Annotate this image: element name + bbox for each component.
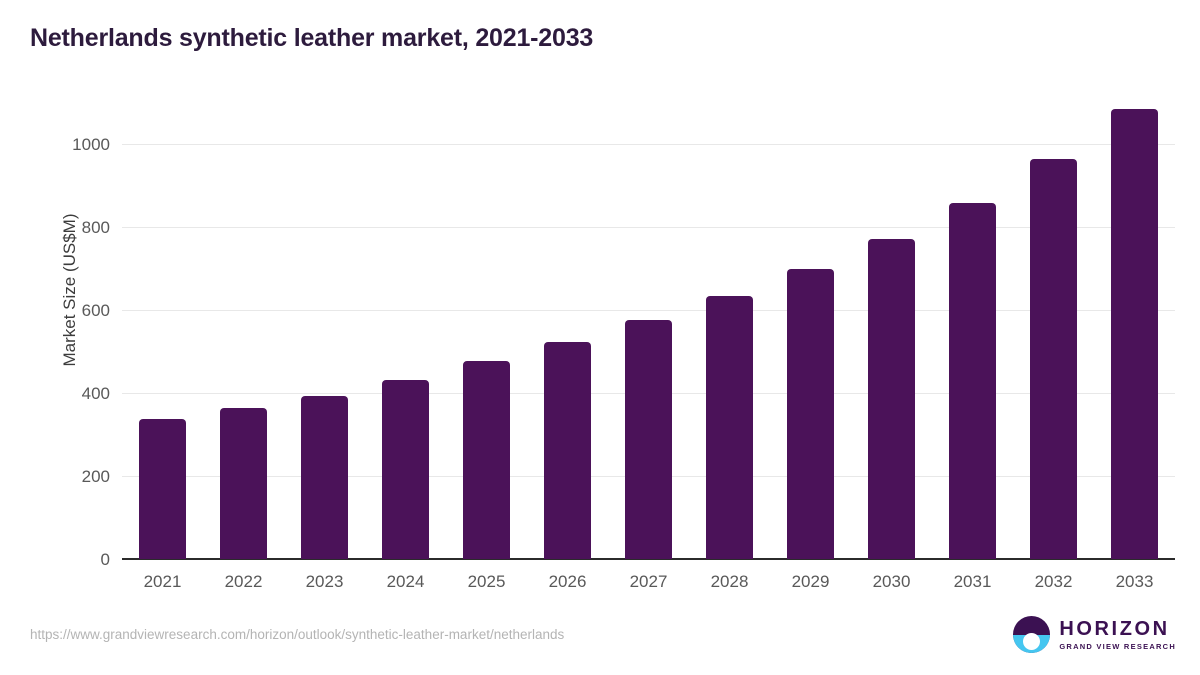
x-tick-label: 2025 bbox=[467, 572, 506, 591]
bar[interactable] bbox=[787, 269, 834, 559]
bar[interactable] bbox=[868, 238, 915, 559]
bar[interactable] bbox=[220, 408, 267, 559]
gridline bbox=[122, 227, 1175, 228]
x-tick-label: 2026 bbox=[548, 572, 587, 591]
logo-ray-icon bbox=[1024, 639, 1039, 641]
x-tick-label: 2032 bbox=[1034, 572, 1073, 591]
x-tick-label: 2027 bbox=[629, 572, 668, 591]
horizon-logo-icon bbox=[1013, 616, 1051, 653]
horizon-logo: HORIZON GRAND VIEW RESEARCH bbox=[1013, 616, 1176, 653]
bar[interactable] bbox=[139, 419, 186, 559]
logo-wordmark: HORIZON GRAND VIEW RESEARCH bbox=[1059, 619, 1176, 651]
x-tick-label: 2031 bbox=[953, 572, 992, 591]
bar[interactable] bbox=[1111, 108, 1158, 559]
logo-ray-icon bbox=[1027, 644, 1037, 646]
bar[interactable] bbox=[463, 361, 510, 559]
logo-primary-text: HORIZON bbox=[1059, 617, 1170, 640]
source-url[interactable]: https://www.grandviewresearch.com/horizo… bbox=[30, 627, 565, 642]
y-tick-label: 0 bbox=[100, 550, 110, 569]
x-tick-label: 2024 bbox=[386, 572, 425, 591]
bar-series bbox=[122, 108, 1175, 559]
bar[interactable] bbox=[706, 295, 753, 559]
chart-title: Netherlands synthetic leather market, 20… bbox=[30, 24, 594, 52]
y-tick-label: 600 bbox=[81, 301, 110, 320]
bar[interactable] bbox=[949, 202, 996, 559]
y-axis-title: Market Size (US$M) bbox=[60, 213, 79, 367]
x-tick-label: 2023 bbox=[305, 572, 344, 591]
bar[interactable] bbox=[544, 341, 591, 559]
x-tick-label: 2021 bbox=[143, 572, 182, 591]
bar[interactable] bbox=[382, 379, 429, 559]
x-tick-label: 2029 bbox=[791, 572, 830, 591]
x-axis-line bbox=[122, 558, 1175, 560]
y-tick-label: 800 bbox=[81, 218, 110, 237]
y-tick-label: 1000 bbox=[72, 135, 110, 154]
x-tick-label: 2033 bbox=[1115, 572, 1154, 591]
logo-secondary-text: GRAND VIEW RESEARCH bbox=[1059, 641, 1176, 651]
gridline bbox=[122, 144, 1175, 145]
bar[interactable] bbox=[301, 396, 348, 559]
y-tick-label: 400 bbox=[81, 384, 110, 403]
bar[interactable] bbox=[625, 319, 672, 559]
bar[interactable] bbox=[1030, 159, 1077, 559]
x-tick-label: 2030 bbox=[872, 572, 911, 591]
x-tick-label: 2022 bbox=[224, 572, 263, 591]
x-tick-label: 2028 bbox=[710, 572, 749, 591]
gridline bbox=[122, 310, 1175, 311]
y-tick-label: 200 bbox=[81, 467, 110, 486]
